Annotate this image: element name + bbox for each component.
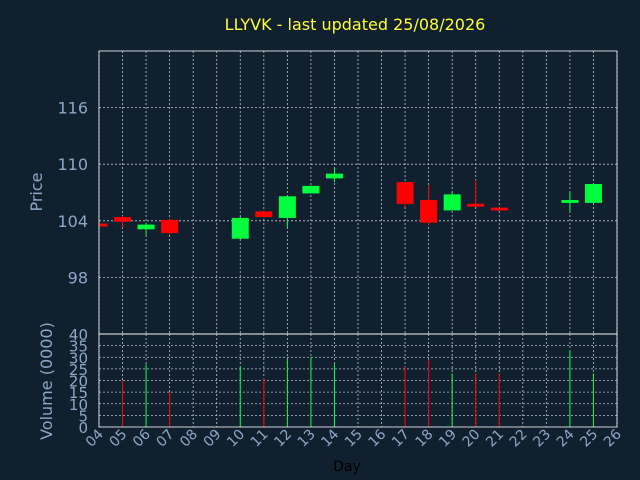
price-tick-label: 110	[57, 155, 88, 174]
volume-axis-label: Volume (0000)	[37, 322, 56, 440]
volume-tick-label: 30	[69, 349, 88, 367]
price-tick-label: 104	[57, 212, 88, 231]
candle-body-up	[584, 184, 602, 203]
volume-tick-label: 5	[78, 407, 88, 425]
volume-tick-label: 25	[69, 361, 88, 379]
candle-body-down	[99, 223, 108, 227]
candle-body-up	[561, 200, 579, 203]
day-tick-labels: 04 05 06 07 08 09 10 11 12 13 14 15 16 17 18 19 20 21 22 23…	[83, 426, 625, 450]
price-tick-label: 98	[68, 268, 88, 287]
candle-body-down	[161, 219, 179, 234]
price-tick-label: 116	[57, 99, 88, 118]
candle-body-up	[443, 194, 461, 211]
volume-tick-label: 35	[69, 338, 88, 356]
candle-body-up	[278, 196, 296, 218]
volume-panel-frame	[98, 333, 618, 428]
volume-series	[122, 350, 594, 427]
candle-body-down	[255, 211, 273, 218]
x-axis-label: Day	[333, 459, 361, 475]
candle-body-down	[420, 200, 438, 223]
candle-body-up	[325, 173, 343, 179]
candle-body-down	[114, 217, 132, 222]
candle-body-up	[231, 217, 249, 239]
price-tick-labels: 98 104 110 116	[57, 99, 88, 288]
candle-body-up	[137, 224, 155, 230]
candle-body-up	[302, 185, 320, 194]
candle-body-down	[490, 207, 508, 211]
candle-body-down	[396, 182, 414, 204]
price-axis-label: Price	[27, 172, 46, 211]
volume-tick-label: 40	[69, 326, 88, 344]
volume-tick-label: 0	[78, 419, 88, 437]
volume-tick-label: 15	[69, 384, 88, 402]
volume-tick-label: 10	[69, 396, 88, 414]
candle-series	[98, 167, 602, 241]
chart-title: LLYVK - last updated 25/08/2026	[225, 15, 486, 34]
volume-tick-label: 20	[69, 373, 88, 391]
candle-body-down	[467, 203, 485, 207]
